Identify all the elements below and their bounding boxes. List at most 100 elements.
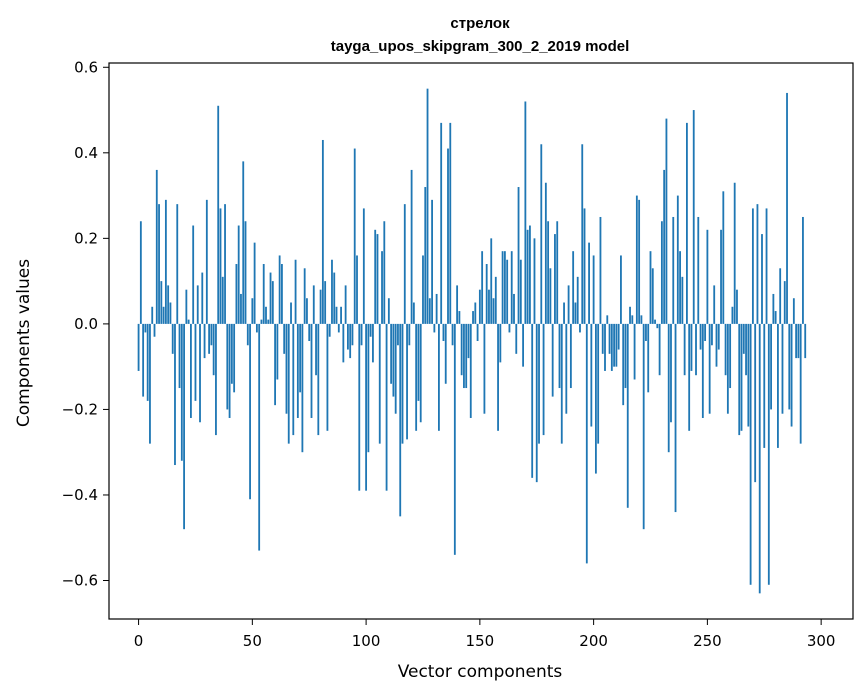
bar (294, 259, 297, 324)
bar (412, 302, 415, 324)
bar (344, 285, 347, 324)
bar (690, 323, 693, 371)
bar (312, 285, 315, 324)
bar (597, 323, 600, 444)
bar (588, 242, 590, 324)
bar (287, 323, 290, 444)
bar (524, 101, 527, 324)
bar (394, 323, 397, 414)
bar (349, 323, 352, 359)
bar (174, 323, 176, 466)
bar (726, 323, 729, 414)
bar (620, 255, 622, 324)
bar (144, 323, 147, 333)
bar (242, 161, 245, 324)
bar (672, 216, 675, 324)
bar (392, 323, 395, 397)
bar (795, 323, 798, 359)
bar (353, 148, 356, 324)
bar (660, 221, 663, 324)
bar (638, 199, 641, 324)
bar (183, 323, 185, 530)
bar (333, 272, 336, 324)
bar (797, 323, 800, 359)
bar (431, 199, 433, 324)
bar (438, 323, 440, 431)
bar (290, 302, 292, 324)
bar (583, 208, 586, 324)
bar (540, 144, 543, 324)
bar (240, 293, 242, 324)
bar (162, 306, 165, 324)
bar (631, 315, 634, 324)
bar (488, 289, 490, 324)
y-tick-label: 0.4 (74, 144, 98, 162)
bar (544, 182, 547, 324)
bar (724, 323, 727, 376)
bar (772, 293, 775, 324)
bar (226, 323, 229, 410)
bar (228, 323, 231, 418)
bar (565, 323, 568, 414)
bar (356, 255, 358, 324)
bar (542, 323, 545, 436)
bar (328, 323, 331, 337)
bar (246, 323, 249, 346)
bar (451, 323, 454, 346)
bar (237, 225, 240, 324)
bar (180, 323, 183, 461)
bar (490, 238, 493, 324)
bar (538, 323, 540, 444)
bar (478, 289, 481, 324)
bar (802, 216, 804, 324)
bar (403, 204, 406, 324)
bar (447, 148, 449, 324)
bar (601, 323, 604, 354)
bar (308, 323, 311, 341)
bar (506, 259, 509, 324)
bar (770, 323, 772, 410)
bar (645, 323, 647, 341)
bar (667, 323, 670, 453)
bar (765, 208, 768, 324)
bar (358, 323, 361, 491)
bar (549, 268, 552, 324)
bar (458, 311, 461, 324)
bar (399, 323, 402, 517)
bar (781, 323, 784, 414)
bar (378, 323, 381, 444)
bar (212, 323, 215, 376)
bar (722, 191, 725, 324)
bar (260, 319, 263, 324)
bar (679, 251, 681, 324)
bar (547, 221, 550, 324)
bar (276, 323, 279, 380)
bar (515, 323, 518, 354)
bar (253, 242, 256, 324)
bar (433, 323, 436, 333)
bar (426, 88, 429, 324)
bar (369, 323, 372, 337)
chart-title-line2: tayga_upos_skipgram_300_2_2019 model (331, 38, 630, 55)
bar (137, 323, 140, 371)
bar (201, 272, 204, 324)
bar (708, 323, 711, 414)
bar (185, 289, 188, 324)
bar (658, 323, 661, 376)
bar (365, 323, 368, 491)
bar (494, 276, 497, 324)
bar (692, 110, 695, 324)
x-axis-label: Vector components (398, 662, 563, 682)
bar (469, 323, 472, 418)
y-tick-label: −0.4 (62, 486, 98, 504)
bar (192, 225, 195, 324)
bar (720, 229, 722, 324)
bar (783, 281, 786, 324)
bar (199, 323, 201, 423)
bar (799, 323, 802, 444)
bar (146, 323, 149, 401)
bars-group (137, 88, 807, 594)
bar (360, 323, 363, 346)
bar (474, 302, 477, 324)
bar (531, 323, 534, 478)
